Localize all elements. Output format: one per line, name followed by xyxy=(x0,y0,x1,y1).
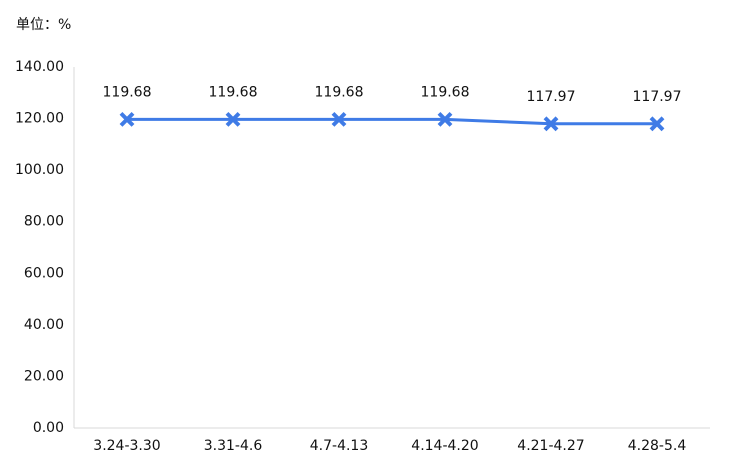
marker xyxy=(437,111,453,127)
x-tick-label: 3.31-4.6 xyxy=(204,438,263,454)
y-tick-label: 60.00 xyxy=(24,265,64,281)
data-label: 119.68 xyxy=(209,84,258,100)
x-tick-label: 4.7-4.13 xyxy=(310,438,369,454)
y-tick-label: 100.00 xyxy=(15,162,64,178)
y-tick-label: 120.00 xyxy=(15,111,64,127)
marker xyxy=(331,111,347,127)
x-tick-label: 4.14-4.20 xyxy=(411,438,478,454)
marker xyxy=(649,116,665,132)
y-tick-label: 80.00 xyxy=(24,214,64,230)
data-label: 119.68 xyxy=(421,84,470,100)
data-label: 119.68 xyxy=(315,84,364,100)
unit-label: 单位：% xyxy=(16,17,71,33)
data-label: 117.97 xyxy=(527,89,576,105)
y-tick-label: 20.00 xyxy=(24,368,64,384)
x-tick-label: 4.28-5.4 xyxy=(628,438,687,454)
line xyxy=(127,117,657,126)
y-tick-label: 40.00 xyxy=(24,317,64,333)
y-tick-label: 140.00 xyxy=(15,59,64,75)
marker xyxy=(119,111,135,127)
x-tick-label: 4.21-4.27 xyxy=(517,438,584,454)
data-label: 119.68 xyxy=(103,84,152,100)
y-tick-label: 0.00 xyxy=(33,420,64,436)
data-label: 117.97 xyxy=(633,89,682,105)
marker xyxy=(543,116,559,132)
marker xyxy=(225,111,241,127)
x-tick-label: 3.24-3.30 xyxy=(93,438,160,454)
